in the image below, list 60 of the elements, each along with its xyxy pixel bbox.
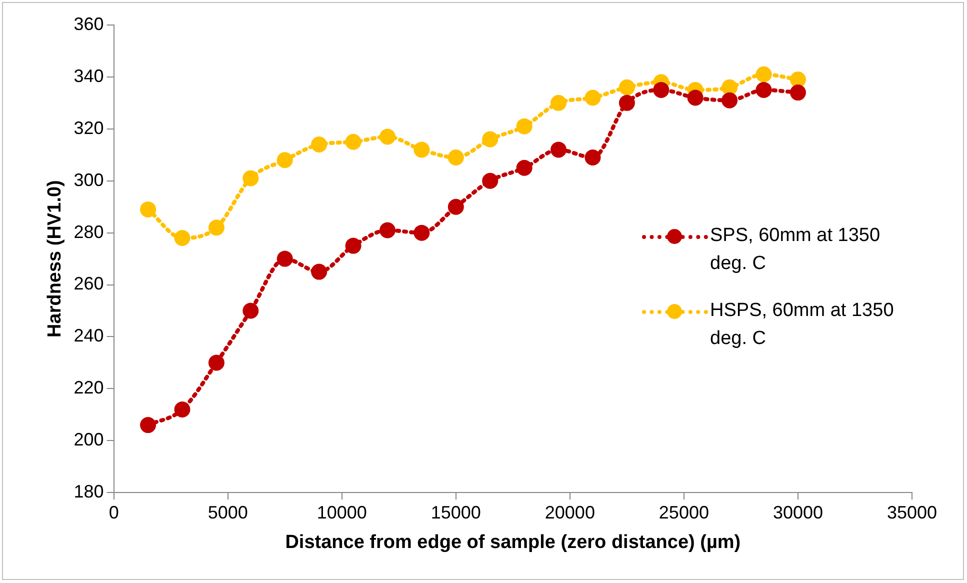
y-tick-label: 280 [74,222,104,242]
point [345,134,362,150]
point [140,417,156,434]
x-tick-label: 20000 [544,502,595,522]
point [790,84,806,101]
point [311,136,328,152]
point [414,142,430,158]
x-tick-label: 15000 [430,502,481,522]
point [756,82,772,98]
y-tick-label: 360 [74,14,104,34]
point [140,201,156,218]
y-tick-label: 220 [74,378,104,398]
point [790,72,806,88]
x-tick-label: 25000 [658,502,709,522]
point [379,222,396,238]
point [687,90,704,106]
point [379,128,396,145]
y-tick-label: 200 [74,430,104,450]
point [174,230,190,246]
y-tick-label: 320 [74,118,104,138]
point [482,131,498,148]
y-tick-label: 340 [74,66,104,86]
point [722,92,738,108]
x-tick-label: 30000 [772,502,824,522]
legend-label: HSPS, 60mm at 1350 deg. C [710,299,895,351]
point [584,149,601,166]
y-tick-label: 300 [74,170,104,190]
point [550,94,567,111]
point [516,160,532,176]
point [276,152,293,168]
point [242,302,259,319]
point [208,354,224,371]
point [174,401,190,418]
point [584,90,601,106]
point [618,79,635,96]
point [448,198,464,215]
x-tick-label: 5000 [208,502,248,522]
point [722,79,738,96]
x-tick-label: 0 [108,502,119,522]
x-axis-title: Distance from edge of sample (zero distance) (µm) [285,532,741,553]
legend-label: SPS, 60mm at 1350 deg. C [710,224,882,276]
y-tick-label: 180 [74,482,104,502]
point [618,94,635,111]
point [414,224,430,241]
point [516,118,532,134]
point [276,250,293,267]
point [311,264,328,280]
y-axis-title: Hardness (HV1.0) [44,180,66,338]
point [448,149,464,166]
point [482,172,498,189]
x-tick-label: 10000 [316,502,367,522]
point [756,66,772,82]
point [345,238,362,254]
y-tick-label: 260 [74,274,104,294]
point [242,170,259,186]
x-tick-label: 35000 [886,502,938,522]
point [653,82,670,98]
point [208,220,224,236]
point [550,142,567,158]
y-tick-label: 240 [74,326,104,346]
